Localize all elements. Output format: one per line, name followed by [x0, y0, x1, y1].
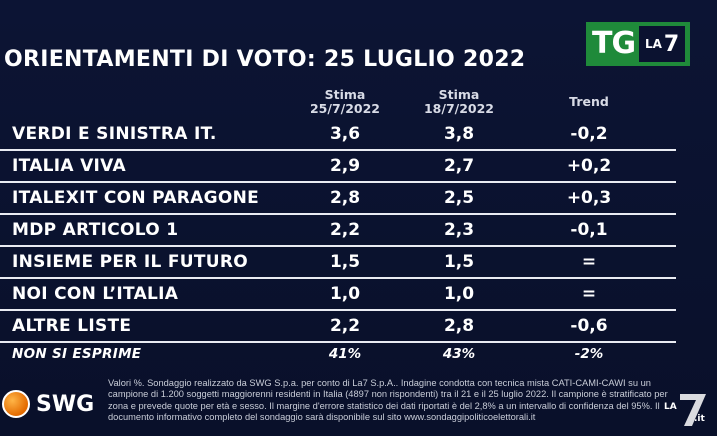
current-value: 3,6 — [329, 124, 361, 144]
header-current-label: Stima — [324, 87, 366, 102]
previous-value: 43% — [442, 346, 476, 362]
la7-watermark-shape — [680, 394, 706, 426]
trend-value: -2% — [574, 346, 604, 362]
swg-ball-icon — [2, 390, 30, 418]
previous-value: 2,5 — [443, 188, 475, 208]
swg-logo: SWG — [2, 381, 100, 427]
previous-value: 1,5 — [443, 252, 475, 272]
previous-value: 3,8 — [443, 124, 475, 144]
current-value: 41% — [328, 346, 362, 362]
current-value: 1,5 — [329, 252, 361, 272]
la7-watermark-icon: LA .it — [662, 388, 712, 428]
previous-value: 2,8 — [443, 316, 475, 336]
header-trend: Trend — [569, 94, 609, 109]
trend-value: -0,2 — [570, 124, 608, 144]
party-name: VERDI E SINISTRA IT. — [12, 124, 217, 144]
current-value: 2,9 — [329, 156, 361, 176]
trend-value: +0,2 — [566, 156, 612, 176]
current-value: 2,2 — [329, 220, 361, 240]
table-row: ALTRE LISTE 2,2 2,8 -0,6 — [0, 311, 676, 343]
table-row: MDP ARTICOLO 1 2,2 2,3 -0,1 — [0, 215, 676, 247]
party-name: ITALEXIT CON PARAGONE — [12, 188, 260, 208]
table-row: INSIEME PER IL FUTURO 1,5 1,5 = — [0, 247, 676, 279]
header-previous-estimate: Stima 18/7/2022 — [414, 88, 504, 116]
trend-value: +0,3 — [566, 188, 612, 208]
trend-value: = — [581, 252, 597, 272]
table-row: ITALIA VIVA 2,9 2,7 +0,2 — [0, 151, 676, 183]
la7-logo-la: LA — [644, 37, 662, 51]
current-value: 2,2 — [329, 316, 361, 336]
la7-logo-seven: 7 — [663, 31, 680, 57]
table-row: VERDI E SINISTRA IT. 3,6 3,8 -0,2 — [0, 119, 676, 151]
swg-logo-text: SWG — [36, 391, 95, 417]
party-name: ALTRE LISTE — [12, 316, 132, 336]
table-row: NOI CON L’ITALIA 1,0 1,0 = — [0, 279, 676, 311]
party-name: ITALIA VIVA — [12, 156, 126, 176]
party-name: NON SI ESPRIME — [12, 346, 142, 362]
previous-value: 2,7 — [443, 156, 475, 176]
trend-value: -0,6 — [570, 316, 608, 336]
table-row: ITALEXIT CON PARAGONE 2,8 2,5 +0,3 — [0, 183, 676, 215]
party-name: MDP ARTICOLO 1 — [12, 220, 179, 240]
header-previous-label: Stima — [438, 87, 480, 102]
current-value: 2,8 — [329, 188, 361, 208]
previous-value: 1,0 — [443, 284, 475, 304]
trend-value: -0,1 — [570, 220, 608, 240]
watermark-la: LA — [664, 402, 677, 412]
party-name: INSIEME PER IL FUTURO — [12, 252, 248, 272]
previous-value: 2,3 — [443, 220, 475, 240]
watermark-it: .it — [694, 414, 705, 424]
header-current-date: 25/7/2022 — [309, 101, 380, 116]
party-name: NOI CON L’ITALIA — [12, 284, 179, 304]
trend-value: = — [581, 284, 597, 304]
header-previous-date: 18/7/2022 — [423, 101, 494, 116]
table-row: NON SI ESPRIME 41% 43% -2% — [0, 338, 676, 368]
current-value: 1,0 — [329, 284, 361, 304]
page-title: ORIENTAMENTI DI VOTO: 25 LUGLIO 2022 — [4, 47, 526, 72]
header-current-estimate: Stima 25/7/2022 — [300, 88, 390, 116]
methodology-note: Valori %. Sondaggio realizzato da SWG S.… — [108, 378, 668, 423]
la7-logo-box: LA 7 — [639, 26, 686, 62]
tg-la7-logo: TG LA 7 — [586, 22, 690, 66]
tg-logo-text: TG — [592, 26, 636, 61]
